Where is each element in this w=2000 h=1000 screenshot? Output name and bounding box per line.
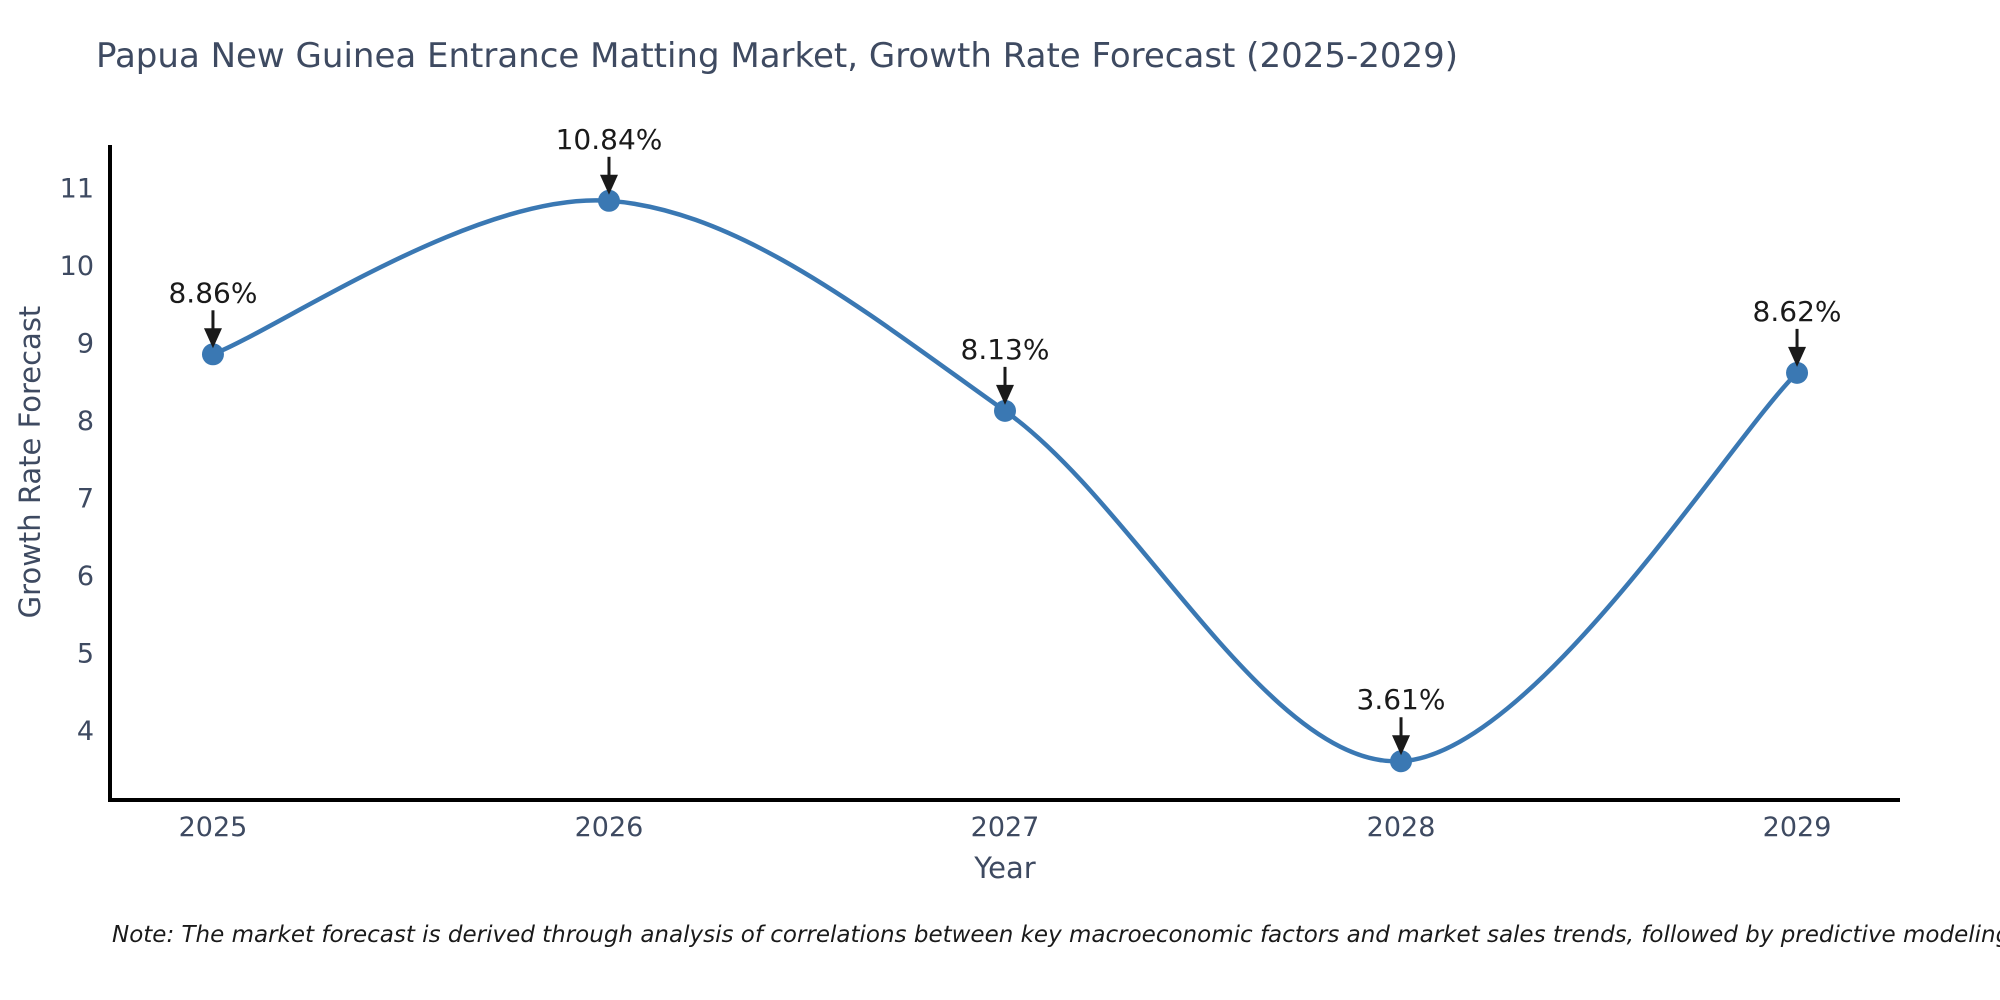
data-point-marker xyxy=(1786,361,1809,384)
y-tick-label: 8 xyxy=(77,406,94,437)
annotation-arrowhead xyxy=(203,328,222,349)
y-tick-label: 10 xyxy=(60,251,94,282)
x-tick-label: 2028 xyxy=(1367,812,1436,843)
x-tick-label: 2029 xyxy=(1763,812,1832,843)
data-label: 10.84% xyxy=(556,123,663,156)
y-tick-label: 7 xyxy=(77,483,94,514)
y-tick-label: 11 xyxy=(60,173,94,204)
x-tick-label: 2027 xyxy=(971,812,1040,843)
y-tick-label: 6 xyxy=(77,561,94,592)
data-label: 8.13% xyxy=(961,333,1050,366)
data-label: 8.62% xyxy=(1753,295,1842,328)
annotation-arrowhead xyxy=(996,384,1014,405)
y-tick-label: 5 xyxy=(77,638,94,669)
data-point-marker xyxy=(994,399,1016,422)
annotation-arrowhead xyxy=(1788,346,1807,367)
annotation-arrowhead xyxy=(1392,735,1411,756)
x-tick-label: 2025 xyxy=(179,812,248,843)
footnote: Note: The market forecast is derived thr… xyxy=(112,922,2000,948)
annotation-arrowhead xyxy=(599,174,618,195)
axis-spines xyxy=(108,145,1900,802)
data-point-marker xyxy=(201,343,224,366)
data-point-marker xyxy=(1390,750,1413,773)
data-label: 3.61% xyxy=(1357,683,1446,716)
y-tick-label: 9 xyxy=(77,328,94,359)
data-label: 8.86% xyxy=(168,276,257,309)
x-tick-label: 2026 xyxy=(575,812,644,843)
chart-title: Papua New Guinea Entrance Matting Market… xyxy=(96,36,1459,76)
x-axis-title: Year xyxy=(974,851,1036,885)
y-tick-label: 4 xyxy=(77,716,94,747)
forecast-line xyxy=(212,198,1799,764)
data-point-marker xyxy=(597,189,620,212)
